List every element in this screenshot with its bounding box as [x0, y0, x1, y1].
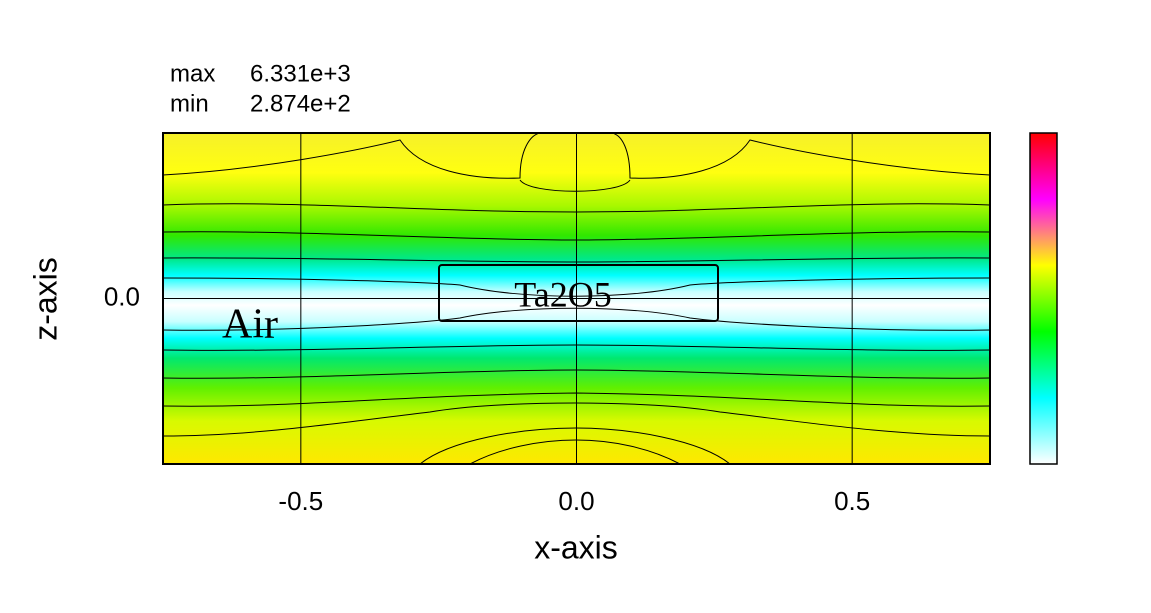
x-axis-label: x-axis	[534, 529, 618, 565]
waveguide-core	[438, 264, 719, 322]
contour-line	[163, 402, 990, 437]
annotation: Air	[222, 302, 278, 348]
plot-frame	[162, 132, 991, 465]
max-label: max	[170, 60, 215, 87]
grid	[163, 133, 990, 464]
y-axis-label: z-axis	[27, 257, 63, 341]
annotation: Ta2O5	[514, 274, 611, 314]
contour-line	[163, 277, 990, 297]
hot-spot	[880, 133, 990, 203]
contour-line	[611, 133, 990, 179]
contour-line	[519, 179, 631, 192]
hot-spot	[163, 133, 273, 203]
x-tick-label: 0.0	[558, 486, 594, 516]
contour-line	[163, 307, 990, 331]
min-label: min	[170, 90, 209, 117]
contour-line	[163, 133, 541, 179]
x-tick-label: -0.5	[278, 486, 323, 516]
x-tick-label: 0.5	[834, 486, 870, 516]
min-value: 2.874e+2	[250, 90, 351, 117]
colorbar	[1029, 132, 1058, 465]
max-value: 6.331e+3	[250, 60, 351, 87]
y-tick-label: 0.0	[104, 281, 140, 311]
